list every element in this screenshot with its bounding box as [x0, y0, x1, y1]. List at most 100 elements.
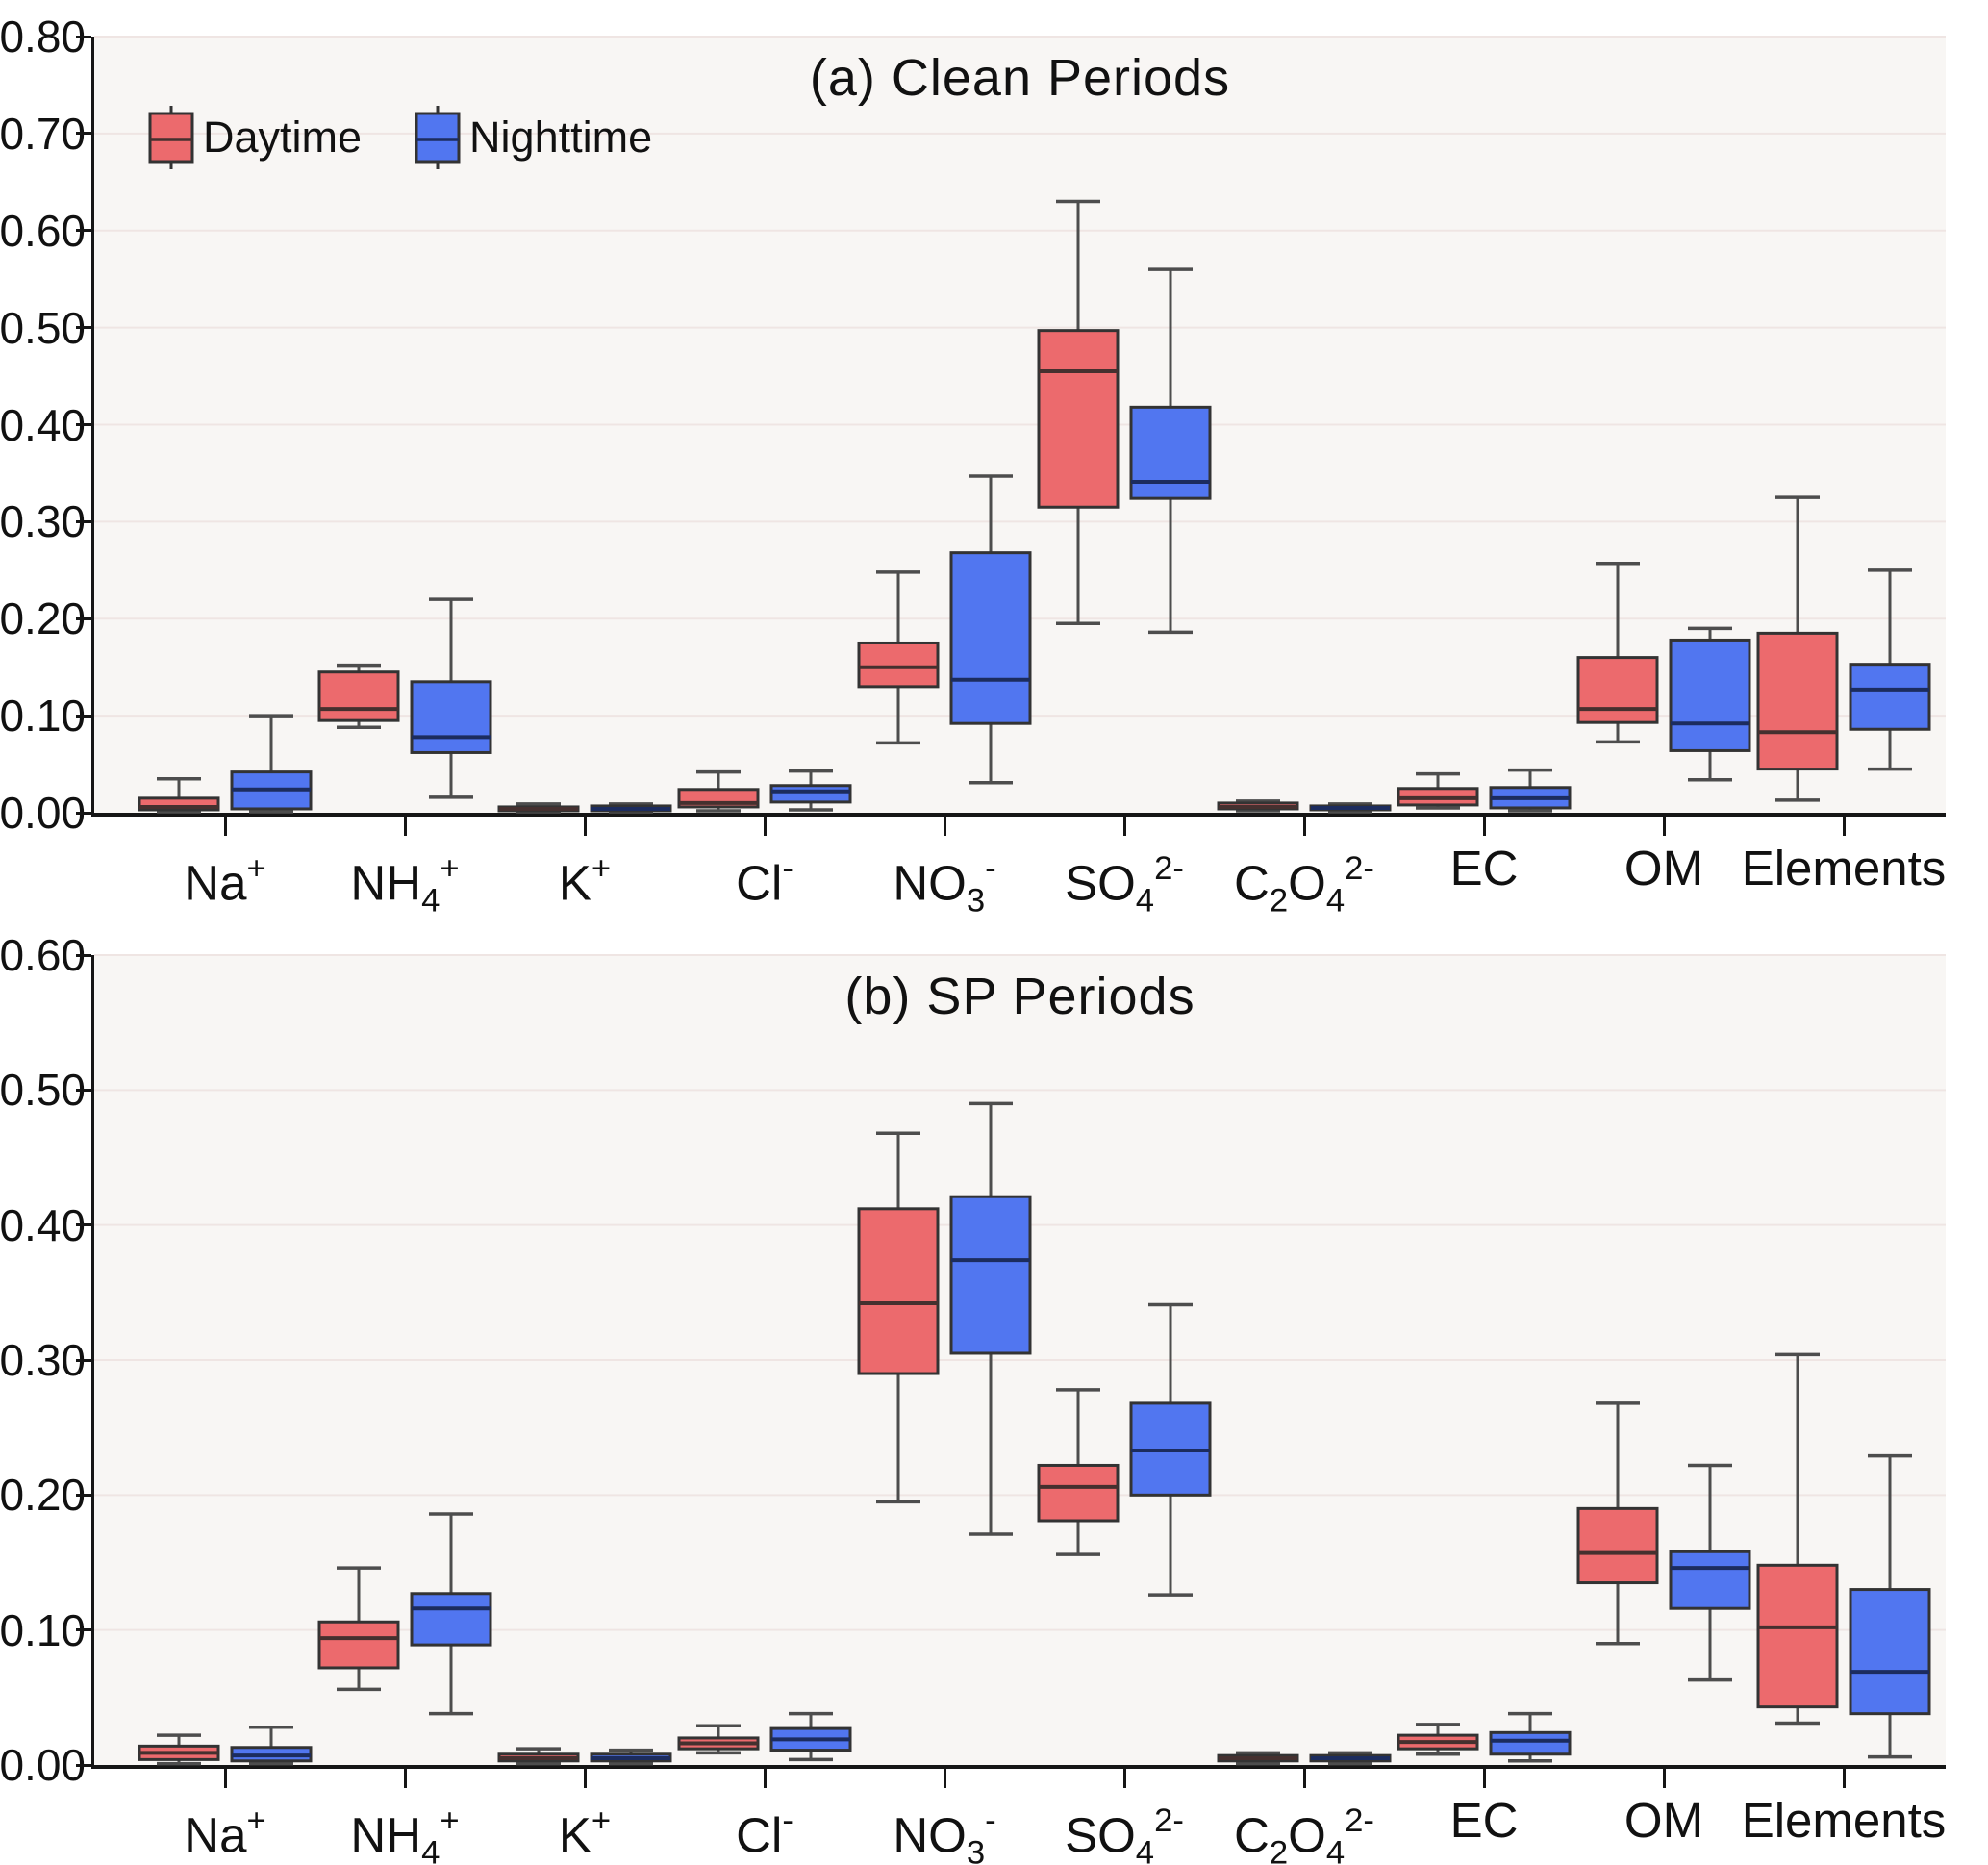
x-tick-mark	[1482, 813, 1486, 836]
boxplot-glyph-icon	[415, 106, 461, 169]
x-tick-mark	[1842, 1765, 1846, 1788]
x-label-Cl-: Cl-	[736, 850, 793, 911]
x-tick-mark	[403, 1765, 407, 1788]
x-tick-mark	[943, 1765, 946, 1788]
box-nighttime-NO3-	[949, 1101, 1032, 1536]
x-label-Na+: Na+	[184, 850, 266, 911]
box-nighttime-Elements	[1849, 568, 1931, 771]
legend-label: Daytime	[203, 113, 363, 162]
y-tick-mark	[76, 714, 91, 718]
y-tick-label: 0.30	[0, 1335, 86, 1385]
x-tick-mark	[1302, 1765, 1306, 1788]
box-daytime-NH4+	[317, 663, 400, 729]
y-tick-mark	[76, 1628, 91, 1632]
box-daytime-C2O4 2-	[1217, 1751, 1299, 1766]
x-label-C2O4 2-: C2O42-	[1234, 1802, 1374, 1865]
x-label-K+: K+	[558, 850, 612, 911]
box-daytime-Elements	[1756, 1352, 1839, 1726]
x-label-OM: OM	[1623, 1793, 1704, 1848]
box-daytime-SO4 2-	[1037, 199, 1120, 626]
box-nighttime-SO4 2-	[1129, 1302, 1212, 1597]
x-tick-mark	[763, 1765, 767, 1788]
box-nighttime-Na+	[230, 714, 313, 814]
boxplot-canvas-b	[94, 954, 1946, 1766]
box-daytime-EC	[1397, 771, 1479, 810]
y-tick-label: 0.70	[0, 108, 86, 159]
box-daytime-K+	[497, 1747, 580, 1766]
box-daytime-Na+	[138, 776, 220, 814]
panel-b-title: (b) SP Periods	[844, 968, 1195, 1025]
x-label-NH4+: NH4+	[350, 1802, 460, 1865]
x-tick-mark	[583, 1765, 587, 1788]
legend-entry-daytime: Daytime	[147, 104, 362, 171]
x-label-SO4 2-: SO42-	[1065, 1802, 1184, 1865]
panel-a-title: (a) Clean Periods	[809, 49, 1231, 107]
box-nighttime-C2O4 2-	[1309, 1751, 1392, 1766]
box-daytime-NH4+	[317, 1566, 400, 1692]
box-nighttime-NO3-	[949, 474, 1032, 785]
y-tick-mark	[76, 35, 91, 38]
x-tick-mark	[1482, 1765, 1486, 1788]
box-daytime-EC	[1397, 1723, 1479, 1756]
legend-label: Nighttime	[469, 113, 653, 162]
y-tick-mark	[76, 132, 91, 136]
y-tick-mark	[76, 423, 91, 426]
x-label-NO3-: NO3-	[893, 850, 996, 920]
y-tick-label: 0.10	[0, 691, 86, 742]
y-tick-label: 0.00	[0, 1740, 86, 1790]
box-nighttime-OM	[1669, 626, 1751, 782]
y-tick-mark	[76, 953, 91, 957]
y-tick-mark	[76, 229, 91, 233]
x-label-NH4+: NH4+	[350, 850, 460, 920]
box-daytime-Na+	[138, 1733, 220, 1766]
box-nighttime-EC	[1489, 1711, 1572, 1763]
y-tick-label: 0.50	[0, 302, 86, 353]
box-nighttime-Elements	[1849, 1453, 1931, 1759]
box-daytime-OM	[1576, 562, 1659, 744]
y-tick-label: 0.20	[0, 593, 86, 644]
boxplot-glyph-icon	[148, 106, 194, 169]
y-tick-label: 0.20	[0, 1470, 86, 1521]
x-tick-mark	[1122, 1765, 1126, 1788]
y-tick-label: 0.00	[0, 788, 86, 838]
legend-entry-nighttime: Nighttime	[414, 104, 652, 171]
box-daytime-C2O4 2-	[1217, 799, 1299, 813]
y-tick-mark	[76, 617, 91, 620]
boxplot-canvas-a	[94, 36, 1946, 814]
y-tick-mark	[76, 1358, 91, 1362]
x-label-Na+: Na+	[184, 1802, 266, 1863]
box-daytime-Cl-	[677, 1724, 760, 1755]
y-tick-mark	[76, 811, 91, 815]
box-daytime-OM	[1576, 1401, 1659, 1646]
y-tick-label: 0.60	[0, 930, 86, 980]
y-tick-mark	[76, 326, 91, 330]
box-nighttime-SO4 2-	[1129, 267, 1212, 635]
box-daytime-Elements	[1756, 495, 1839, 802]
x-tick-mark	[583, 813, 587, 836]
box-daytime-Cl-	[677, 769, 760, 813]
y-tick-label: 0.10	[0, 1604, 86, 1655]
box-daytime-SO4 2-	[1037, 1388, 1120, 1556]
plot-area-a: (a) Clean Periods Daytime Nighttime 0.00 0…	[0, 14, 1946, 920]
y-tick-label: 0.40	[0, 1199, 86, 1250]
x-label-OM: OM	[1623, 841, 1704, 895]
x-tick-mark	[943, 813, 946, 836]
plot-area-b: (b) SP Periods 0.00 0.10 0.20 0.30 0.40 0.50 0…	[0, 933, 1946, 1865]
x-tick-mark	[223, 813, 227, 836]
x-tick-mark	[1302, 813, 1306, 836]
box-nighttime-K+	[590, 802, 672, 814]
y-tick-label: 0.30	[0, 496, 86, 547]
y-tick-mark	[76, 1223, 91, 1227]
box-nighttime-EC	[1489, 768, 1572, 813]
box-daytime-NO3-	[857, 1131, 940, 1504]
box-nighttime-NH4+	[410, 597, 492, 799]
x-label-NO3-: NO3-	[893, 1802, 996, 1865]
box-nighttime-Cl-	[769, 769, 852, 812]
x-label-K+: K+	[558, 1802, 612, 1863]
x-tick-mark	[403, 813, 407, 836]
y-tick-label: 0.80	[0, 12, 86, 62]
box-daytime-K+	[497, 802, 580, 814]
y-tick-label: 0.40	[0, 399, 86, 450]
x-label-Elements: Elements	[1741, 1793, 1947, 1848]
